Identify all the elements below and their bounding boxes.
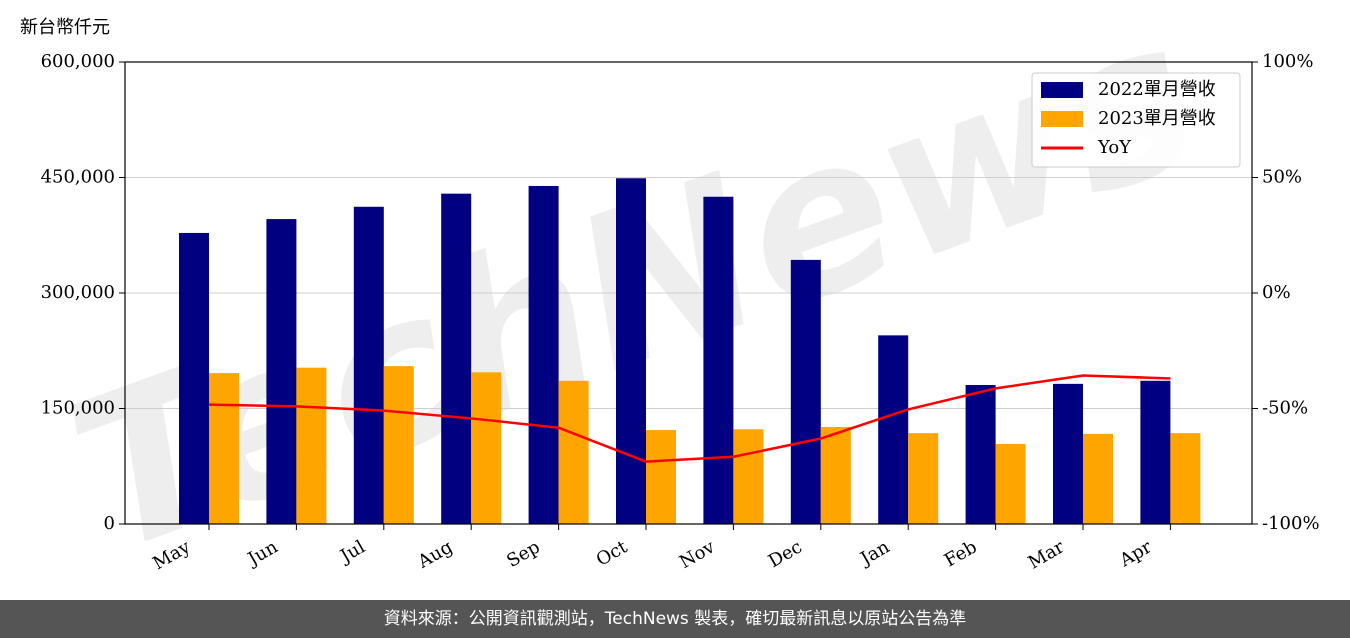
bar: [965, 385, 996, 524]
bar: [703, 196, 734, 524]
footer-bar: [0, 600, 1350, 638]
y-tick-label: 300,000: [41, 282, 115, 303]
y2-tick-label: -100%: [1262, 513, 1320, 534]
bar: [646, 430, 676, 524]
legend-box: [1031, 72, 1241, 168]
bar: [995, 443, 1026, 524]
y-tick-label: 0: [104, 513, 115, 534]
x-tick-label: Oct: [593, 536, 632, 571]
bar: [878, 335, 909, 524]
bar: [383, 366, 414, 524]
x-tick-label: Jan: [855, 536, 893, 570]
y2-tick-label: 50%: [1262, 167, 1302, 188]
bar: [1083, 433, 1113, 524]
y-axis-label: 新台幣仟元: [20, 17, 110, 38]
legend-swatch: [1041, 111, 1083, 127]
bar: [558, 380, 589, 524]
bar: [1170, 433, 1201, 524]
bar: [790, 259, 821, 524]
bar: [441, 193, 472, 525]
legend-swatch: [1041, 82, 1083, 98]
bar: [353, 206, 384, 524]
y-tick-label: 600,000: [41, 51, 115, 72]
bar: [1140, 380, 1171, 524]
y2-tick-label: 100%: [1262, 51, 1313, 72]
y-tick-label: 150,000: [41, 398, 115, 419]
y-tick-label: 450,000: [41, 167, 115, 188]
line: [208, 374, 1171, 463]
y2-tick-label: 0%: [1262, 282, 1291, 303]
bar: [179, 232, 209, 524]
bar: [209, 373, 239, 524]
x-tick-label: Aug: [414, 536, 457, 573]
bar: [1053, 383, 1083, 524]
x-tick-label: Jul: [335, 536, 369, 568]
bar: [296, 367, 327, 524]
x-tick-label: Dec: [765, 536, 806, 572]
x-tick-label: Feb: [941, 536, 981, 571]
x-tick-label: Sep: [503, 536, 543, 571]
bar: [908, 433, 939, 524]
bar: [616, 178, 646, 524]
legend-label: 2023單月營收: [1098, 108, 1216, 129]
legend-label: YoY: [1097, 137, 1132, 158]
plot-frame: [124, 61, 1253, 525]
legend-label: 2022單月營收: [1098, 79, 1216, 100]
x-tick-label: Nov: [676, 536, 719, 573]
bar: [820, 426, 851, 524]
x-tick-label: Apr: [1115, 536, 1155, 571]
footer: 資料來源：公開資訊觀測站，TechNews 製表，確切最新訊息以原站公告為準: [384, 609, 966, 629]
x-tick-label: Mar: [1025, 536, 1069, 573]
bar: [471, 372, 502, 524]
bar: [266, 219, 297, 524]
bar: [733, 429, 764, 524]
y2-tick-label: -50%: [1262, 398, 1308, 419]
bar: [528, 185, 559, 524]
